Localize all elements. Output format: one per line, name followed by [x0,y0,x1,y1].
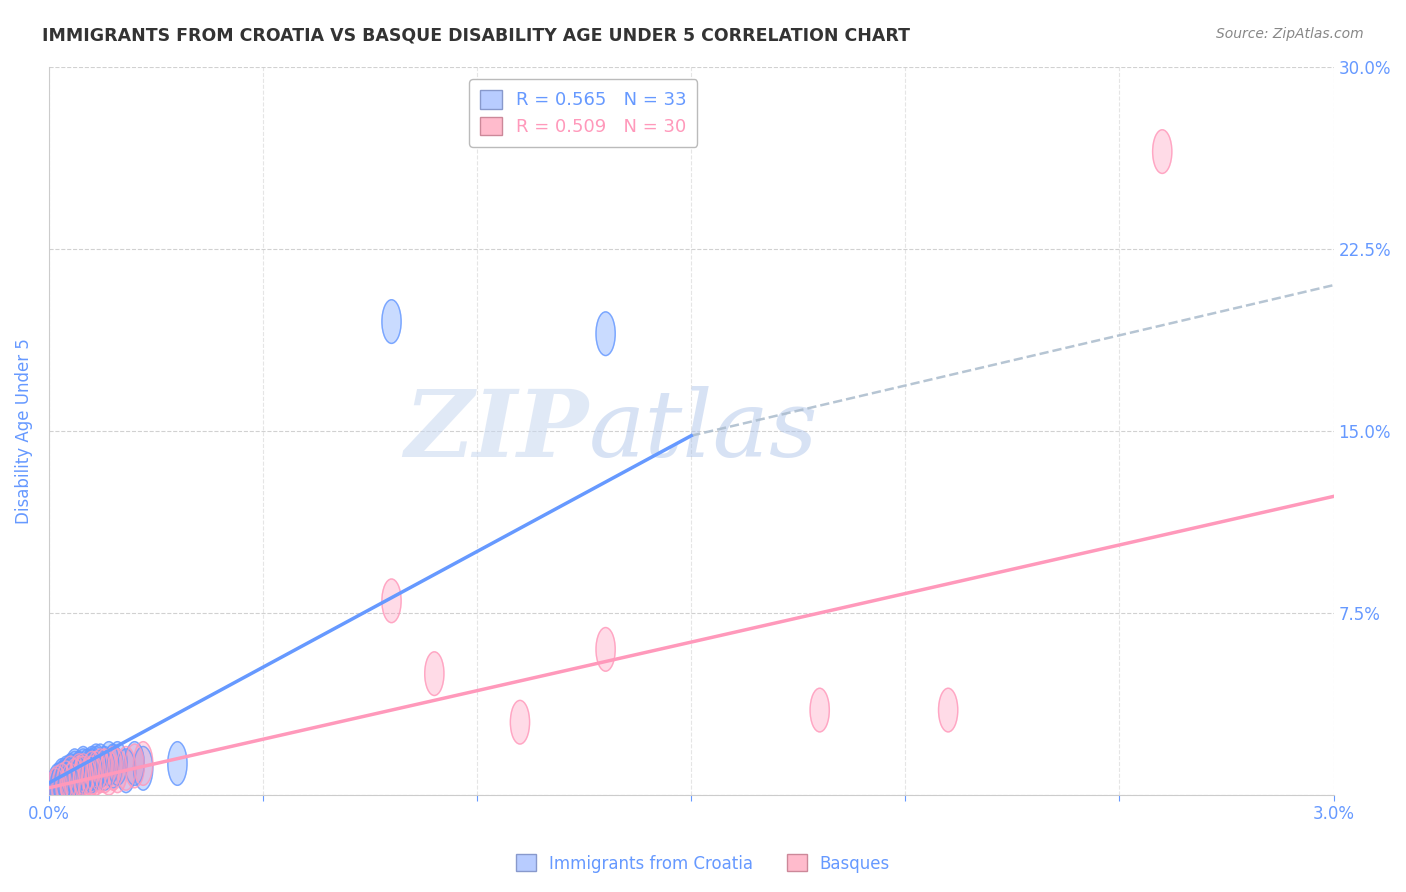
Ellipse shape [596,627,616,671]
Ellipse shape [104,744,122,788]
Ellipse shape [125,741,145,785]
Ellipse shape [382,579,401,623]
Legend: R = 0.565   N = 33, R = 0.509   N = 30: R = 0.565 N = 33, R = 0.509 N = 30 [470,79,697,147]
Ellipse shape [134,747,153,790]
Ellipse shape [65,751,84,795]
Ellipse shape [82,756,101,800]
Ellipse shape [77,749,97,793]
Ellipse shape [510,700,530,744]
Text: IMMIGRANTS FROM CROATIA VS BASQUE DISABILITY AGE UNDER 5 CORRELATION CHART: IMMIGRANTS FROM CROATIA VS BASQUE DISABI… [42,27,910,45]
Ellipse shape [52,761,72,805]
Ellipse shape [100,751,118,795]
Ellipse shape [48,764,67,807]
Ellipse shape [86,751,105,795]
Ellipse shape [56,758,76,802]
Ellipse shape [48,766,67,810]
Ellipse shape [73,756,93,800]
Ellipse shape [596,312,616,356]
Text: Source: ZipAtlas.com: Source: ZipAtlas.com [1216,27,1364,41]
Ellipse shape [56,761,76,805]
Ellipse shape [86,744,105,788]
Text: ZIP: ZIP [405,386,589,475]
Ellipse shape [86,747,105,790]
Ellipse shape [69,754,89,797]
Ellipse shape [82,751,101,795]
Ellipse shape [73,749,93,793]
Ellipse shape [810,689,830,732]
Text: atlas: atlas [589,386,818,475]
Ellipse shape [52,758,72,802]
Ellipse shape [108,749,127,793]
Ellipse shape [167,741,187,785]
Ellipse shape [117,749,135,793]
Ellipse shape [46,768,65,812]
Ellipse shape [104,747,122,790]
Ellipse shape [117,747,135,790]
Ellipse shape [1153,129,1171,173]
Ellipse shape [134,741,153,785]
Ellipse shape [100,741,118,785]
Ellipse shape [125,744,145,788]
Ellipse shape [82,749,101,793]
Ellipse shape [82,747,101,790]
Ellipse shape [96,749,114,793]
Ellipse shape [60,756,80,800]
Ellipse shape [52,764,72,807]
Ellipse shape [73,754,93,797]
Ellipse shape [60,756,80,800]
Ellipse shape [55,764,73,807]
Ellipse shape [60,754,80,797]
Ellipse shape [425,652,444,696]
Legend: Immigrants from Croatia, Basques: Immigrants from Croatia, Basques [509,847,897,880]
Ellipse shape [91,744,110,788]
Ellipse shape [51,766,69,810]
Ellipse shape [65,749,84,793]
Ellipse shape [60,764,80,807]
Ellipse shape [77,758,97,802]
Y-axis label: Disability Age Under 5: Disability Age Under 5 [15,338,32,524]
Ellipse shape [69,754,89,797]
Ellipse shape [59,761,77,805]
Ellipse shape [91,749,110,793]
Ellipse shape [69,756,89,800]
Ellipse shape [69,751,89,795]
Ellipse shape [56,756,76,800]
Ellipse shape [65,758,84,802]
Ellipse shape [73,747,93,790]
Ellipse shape [382,300,401,343]
Ellipse shape [108,741,127,785]
Ellipse shape [96,747,114,790]
Ellipse shape [46,768,65,812]
Ellipse shape [939,689,957,732]
